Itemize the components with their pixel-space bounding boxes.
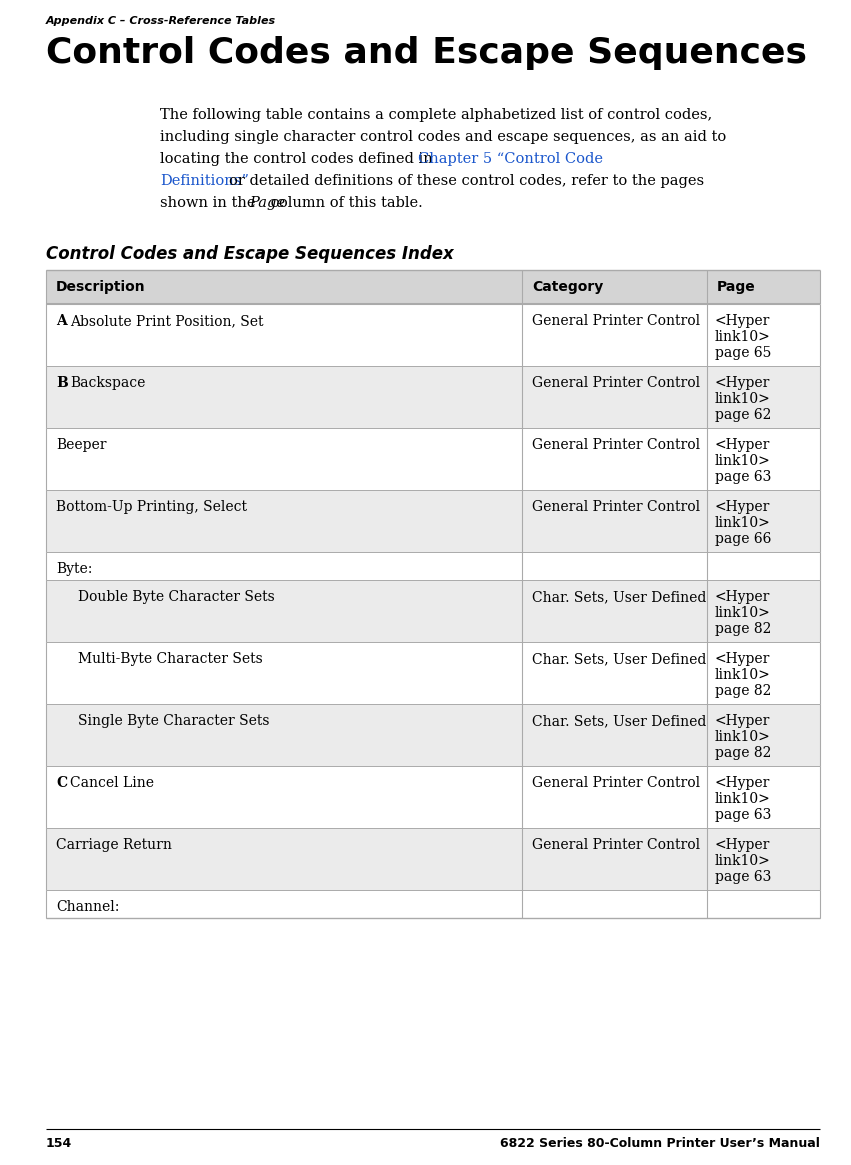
Text: including single character control codes and escape sequences, as an aid to: including single character control codes… xyxy=(160,130,726,144)
Text: Beeper: Beeper xyxy=(56,438,106,452)
Text: Byte:: Byte: xyxy=(56,562,93,576)
Text: <Hyper
link10>
page 63: <Hyper link10> page 63 xyxy=(715,838,771,884)
Text: Appendix C – Cross-Reference Tables: Appendix C – Cross-Reference Tables xyxy=(46,16,276,26)
Text: <Hyper
link10>
page 62: <Hyper link10> page 62 xyxy=(715,376,771,423)
Text: Control Codes and Escape Sequences: Control Codes and Escape Sequences xyxy=(46,36,807,70)
Text: Definitions”: Definitions” xyxy=(160,174,248,188)
Text: Page: Page xyxy=(717,280,756,294)
Bar xyxy=(46,552,820,580)
Text: <Hyper
link10>
page 82: <Hyper link10> page 82 xyxy=(715,714,771,761)
Text: Absolute Print Position, Set: Absolute Print Position, Set xyxy=(70,315,264,329)
Text: B: B xyxy=(56,376,68,390)
Text: 6822 Series 80-Column Printer User’s Manual: 6822 Series 80-Column Printer User’s Man… xyxy=(500,1137,820,1150)
Text: Backspace: Backspace xyxy=(70,376,146,390)
Text: Page: Page xyxy=(249,196,285,210)
Text: Carriage Return: Carriage Return xyxy=(56,838,172,852)
Text: Description: Description xyxy=(56,280,146,294)
Text: <Hyper
link10>
page 65: <Hyper link10> page 65 xyxy=(715,315,771,360)
Text: 154: 154 xyxy=(46,1137,72,1150)
Text: General Printer Control: General Printer Control xyxy=(532,438,700,452)
Bar xyxy=(46,642,820,704)
Text: C: C xyxy=(56,776,67,790)
Bar xyxy=(46,270,820,304)
Text: locating the control codes defined in: locating the control codes defined in xyxy=(160,151,437,165)
Bar xyxy=(46,580,820,642)
Text: Control Codes and Escape Sequences Index: Control Codes and Escape Sequences Index xyxy=(46,245,454,263)
Text: Cancel Line: Cancel Line xyxy=(70,776,154,790)
Bar xyxy=(46,366,820,428)
Text: <Hyper
link10>
page 82: <Hyper link10> page 82 xyxy=(715,652,771,698)
Text: Char. Sets, User Defined: Char. Sets, User Defined xyxy=(532,589,706,603)
Text: General Printer Control: General Printer Control xyxy=(532,776,700,790)
Text: Chapter 5 “Control Code: Chapter 5 “Control Code xyxy=(418,151,603,165)
Bar xyxy=(46,828,820,890)
Bar xyxy=(46,890,820,918)
Bar xyxy=(46,428,820,490)
Text: General Printer Control: General Printer Control xyxy=(532,315,700,329)
Text: General Printer Control: General Printer Control xyxy=(532,500,700,514)
Text: or detailed definitions of these control codes, refer to the pages: or detailed definitions of these control… xyxy=(229,174,704,188)
Text: <Hyper
link10>
page 63: <Hyper link10> page 63 xyxy=(715,438,771,485)
Text: Category: Category xyxy=(532,280,603,294)
Text: General Printer Control: General Printer Control xyxy=(532,838,700,852)
Text: Single Byte Character Sets: Single Byte Character Sets xyxy=(78,714,270,728)
Text: Char. Sets, User Defined: Char. Sets, User Defined xyxy=(532,652,706,666)
Text: <Hyper
link10>
page 66: <Hyper link10> page 66 xyxy=(715,500,771,546)
Text: <Hyper
link10>
page 82: <Hyper link10> page 82 xyxy=(715,589,771,636)
Text: A: A xyxy=(56,315,66,329)
Text: Channel:: Channel: xyxy=(56,901,119,915)
Text: Bottom-Up Printing, Select: Bottom-Up Printing, Select xyxy=(56,500,247,514)
Bar xyxy=(46,490,820,552)
Text: General Printer Control: General Printer Control xyxy=(532,376,700,390)
Text: Char. Sets, User Defined: Char. Sets, User Defined xyxy=(532,714,706,728)
Text: Double Byte Character Sets: Double Byte Character Sets xyxy=(78,589,275,603)
Text: column of this table.: column of this table. xyxy=(266,196,423,210)
Text: The following table contains a complete alphabetized list of control codes,: The following table contains a complete … xyxy=(160,108,712,122)
Bar xyxy=(46,704,820,767)
Text: shown in the: shown in the xyxy=(160,196,260,210)
Bar xyxy=(46,767,820,828)
Text: Multi-Byte Character Sets: Multi-Byte Character Sets xyxy=(78,652,263,666)
Bar xyxy=(46,304,820,366)
Text: <Hyper
link10>
page 63: <Hyper link10> page 63 xyxy=(715,776,771,822)
